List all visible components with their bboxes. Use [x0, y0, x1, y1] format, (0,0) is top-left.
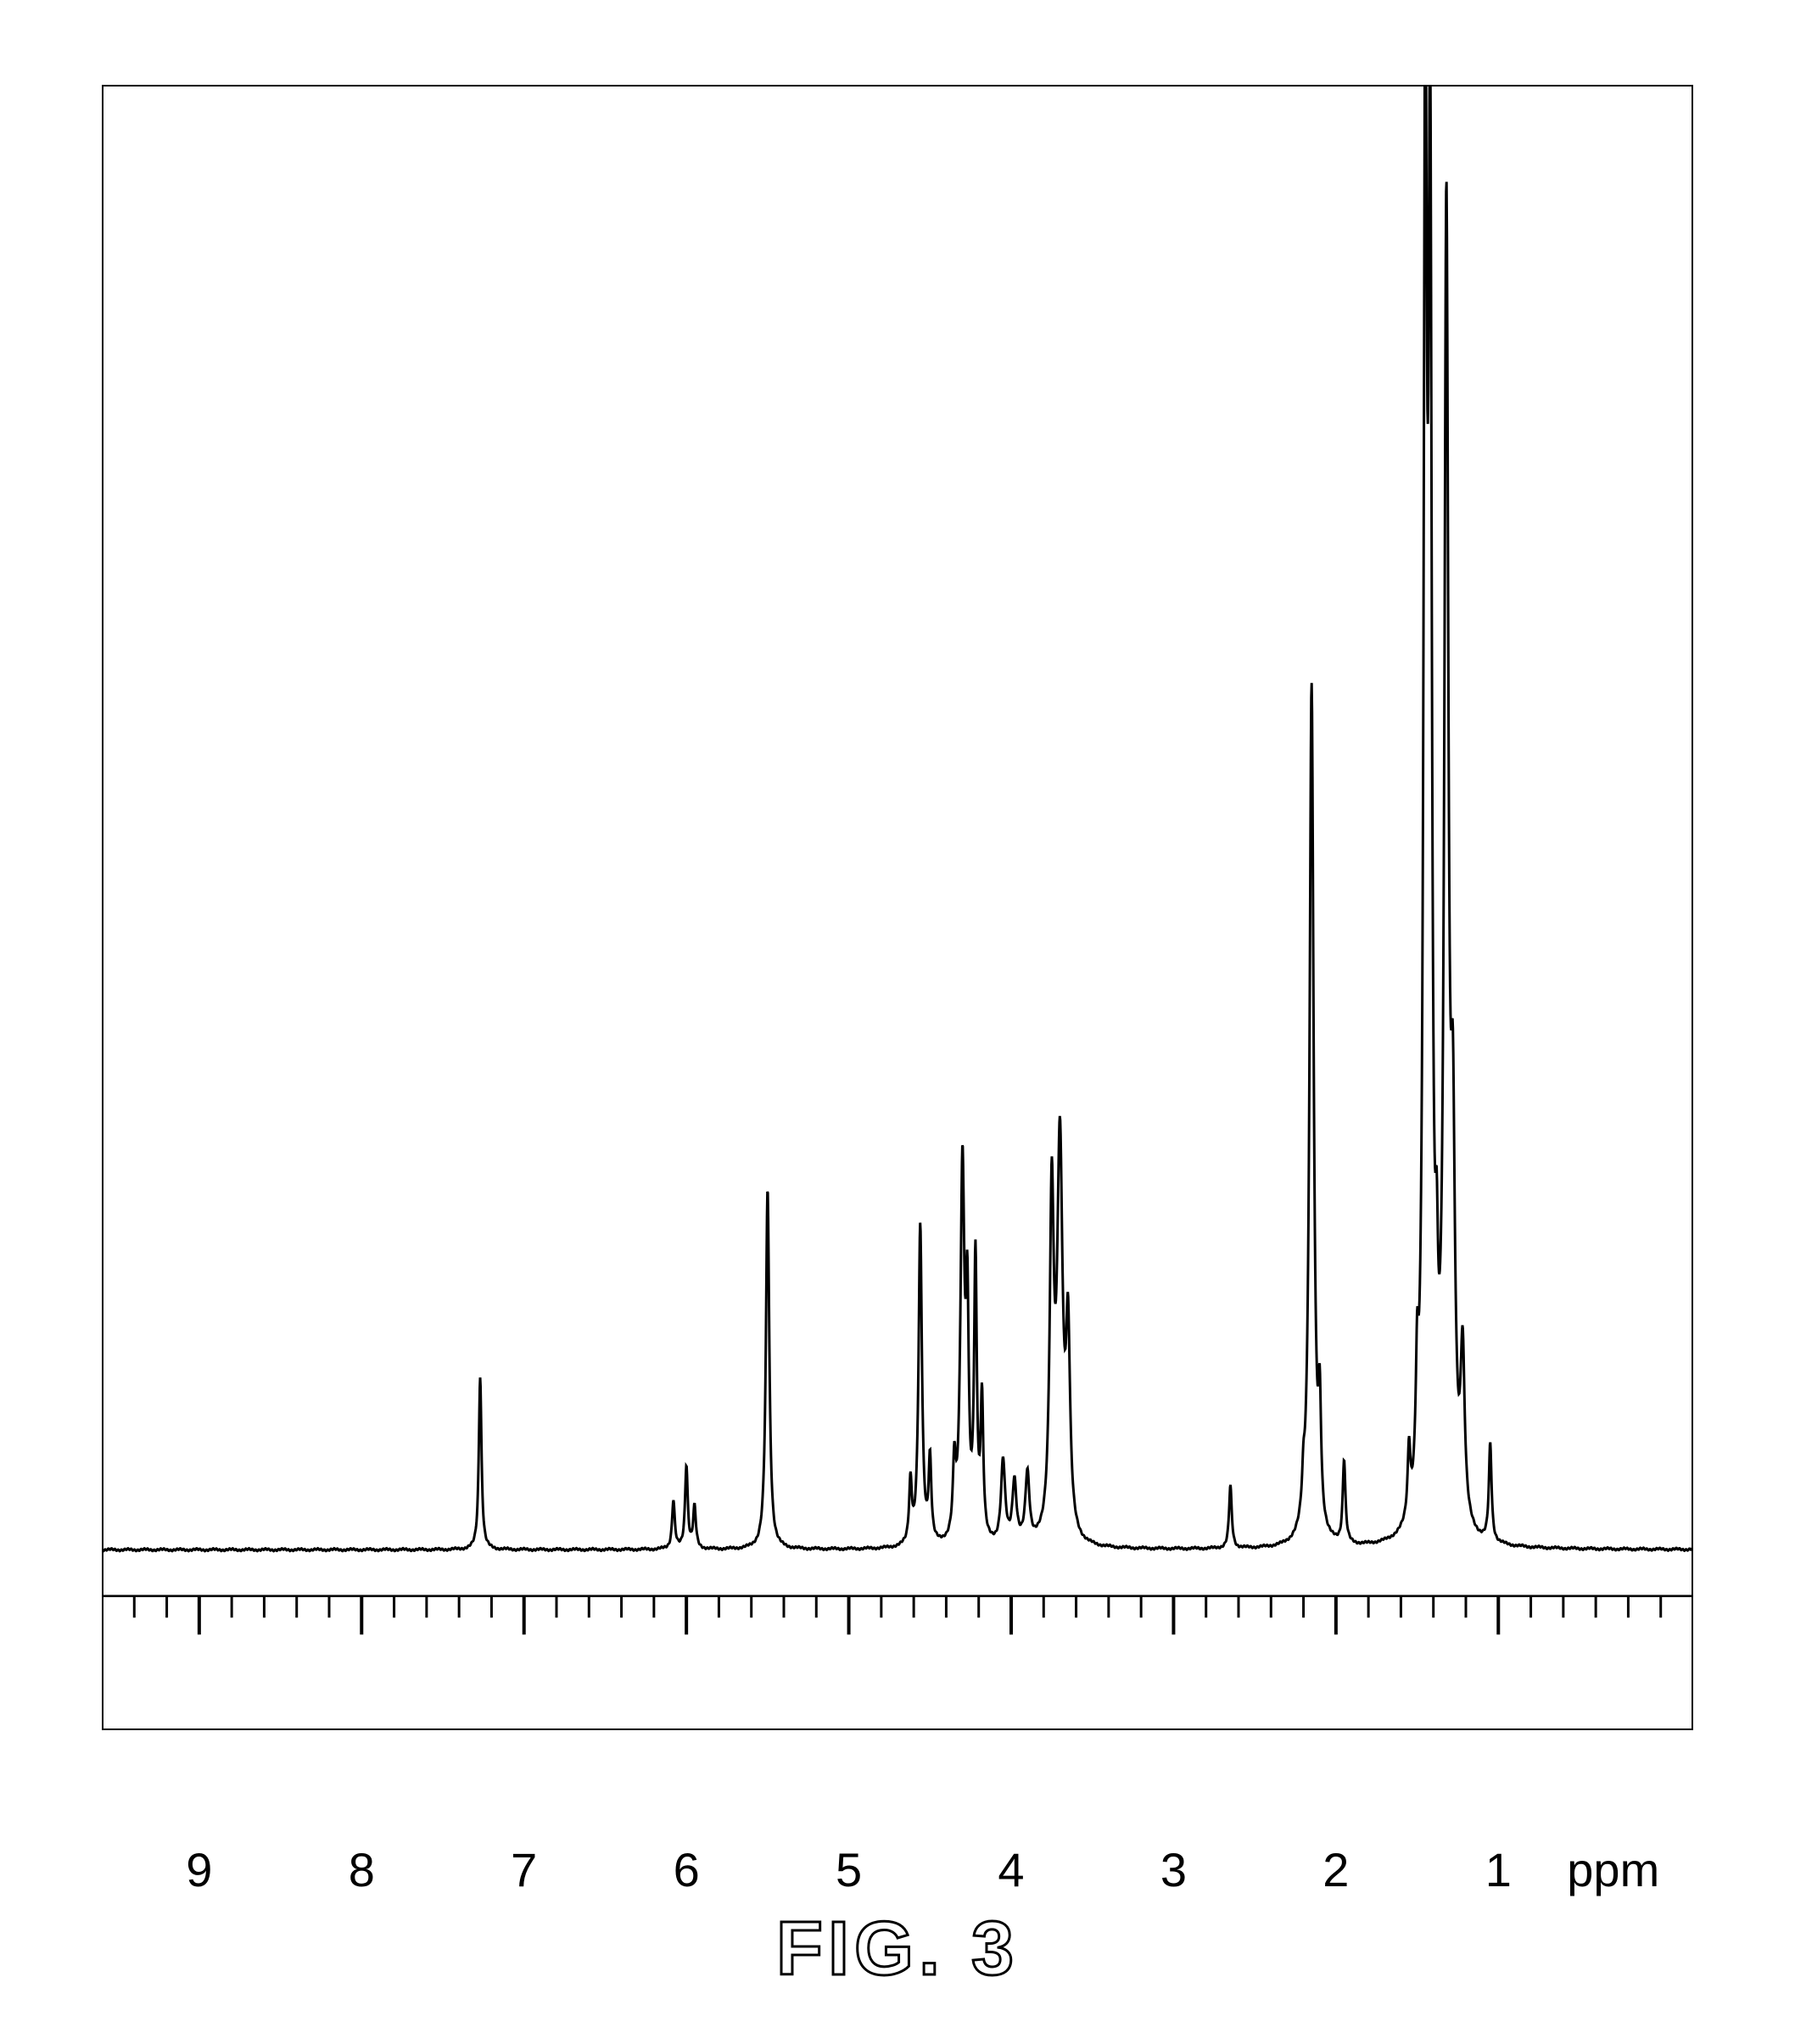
- tick-label: 6: [674, 1842, 700, 1897]
- figure-label: FIG. 3: [776, 1906, 1019, 1993]
- page: 987654321 ppm FIG. 3: [0, 0, 1795, 2044]
- figure-label-prefix: FIG.: [776, 1907, 971, 1991]
- tick-label: 3: [1160, 1842, 1187, 1897]
- tick-label: 9: [186, 1842, 212, 1897]
- tick-label: 2: [1322, 1842, 1349, 1897]
- x-axis: [102, 85, 1693, 1781]
- chart-area: 987654321 ppm: [102, 85, 1693, 1781]
- axis-unit-label: ppm: [1567, 1842, 1659, 1897]
- tick-label: 4: [998, 1842, 1024, 1897]
- tick-label: 5: [836, 1842, 862, 1897]
- tick-label: 7: [511, 1842, 537, 1897]
- figure-label-number: 3: [971, 1907, 1019, 1991]
- tick-label: 1: [1485, 1842, 1512, 1897]
- tick-label: 8: [349, 1842, 375, 1897]
